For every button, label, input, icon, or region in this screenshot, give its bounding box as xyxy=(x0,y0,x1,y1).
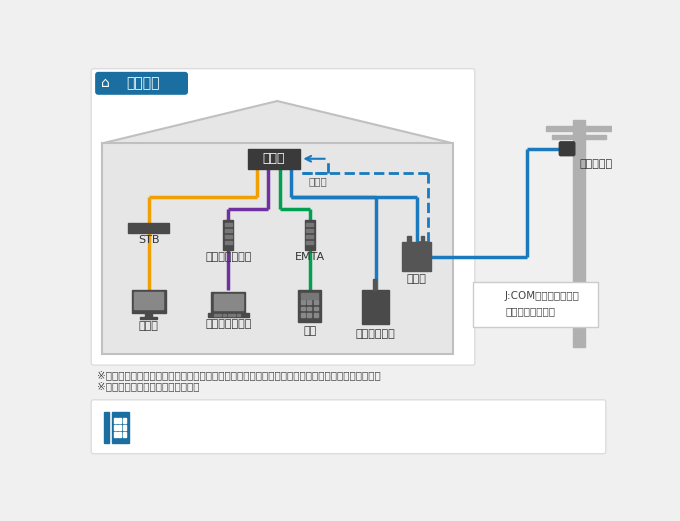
Bar xyxy=(298,290,322,322)
Bar xyxy=(114,418,117,423)
Polygon shape xyxy=(102,101,453,143)
Bar xyxy=(211,292,245,313)
Bar xyxy=(362,290,389,324)
Bar xyxy=(102,143,453,354)
Bar xyxy=(214,294,243,309)
Bar xyxy=(223,220,233,250)
Bar xyxy=(307,301,311,304)
Bar xyxy=(225,229,232,232)
Bar xyxy=(313,307,318,311)
Bar xyxy=(313,313,318,317)
Bar xyxy=(233,314,235,316)
Text: J:COMで配線する部分: J:COMで配線する部分 xyxy=(505,291,580,301)
FancyBboxPatch shape xyxy=(96,72,187,94)
Bar xyxy=(225,222,232,226)
Bar xyxy=(305,220,315,250)
Text: STB: STB xyxy=(138,234,159,245)
Text: 分配器: 分配器 xyxy=(263,152,286,165)
Bar xyxy=(228,314,231,316)
Bar xyxy=(306,229,313,232)
Bar xyxy=(223,314,226,316)
Bar xyxy=(306,222,313,226)
Text: 電話: 電話 xyxy=(303,326,316,336)
Bar xyxy=(145,313,152,317)
Bar xyxy=(301,313,305,317)
Bar xyxy=(118,425,122,430)
Text: ⌂: ⌂ xyxy=(101,76,109,90)
Bar xyxy=(112,412,129,443)
Bar xyxy=(306,241,313,244)
Bar xyxy=(402,242,431,271)
Bar xyxy=(123,418,126,423)
Bar xyxy=(307,307,311,311)
Bar xyxy=(301,307,305,311)
Text: インターネット: インターネット xyxy=(205,319,252,329)
Bar xyxy=(301,293,318,299)
Text: 戸建住宅: 戸建住宅 xyxy=(126,76,160,90)
Bar xyxy=(114,425,117,430)
Bar xyxy=(103,412,109,443)
Bar xyxy=(301,301,305,304)
FancyBboxPatch shape xyxy=(559,142,575,156)
Text: テレビ: テレビ xyxy=(139,321,158,331)
Bar xyxy=(237,314,240,316)
Bar xyxy=(118,418,122,423)
Bar xyxy=(129,222,169,233)
Bar xyxy=(551,135,606,139)
Text: 既設配線利用部分: 既設配線利用部分 xyxy=(505,306,555,316)
Bar xyxy=(573,120,585,348)
Text: EMTA: EMTA xyxy=(294,252,325,263)
Bar xyxy=(134,292,163,309)
Text: 増幅器: 増幅器 xyxy=(308,176,327,186)
Bar xyxy=(208,313,248,317)
Bar xyxy=(114,432,117,437)
Bar xyxy=(225,235,232,238)
Bar xyxy=(123,432,126,437)
Text: 保安器: 保安器 xyxy=(407,274,426,284)
Bar xyxy=(225,241,232,244)
Bar xyxy=(473,282,598,327)
FancyBboxPatch shape xyxy=(91,69,475,365)
Bar xyxy=(313,301,318,304)
Text: ケーブルモデム: ケーブルモデム xyxy=(205,252,252,263)
Bar xyxy=(131,290,166,313)
Text: ※工事方法により、エアコンダクトの穴か壁に穴を開ける施工をいたします。予めご了承ください。: ※工事方法により、エアコンダクトの穴か壁に穴を開ける施工をいたします。予めご了承… xyxy=(97,370,381,380)
Bar xyxy=(407,236,411,242)
Text: ※責任分岐点は保安器となります。: ※責任分岐点は保安器となります。 xyxy=(97,381,200,391)
Bar xyxy=(140,317,157,319)
Bar xyxy=(306,235,313,238)
Bar xyxy=(248,149,301,169)
Text: タップオフ: タップオフ xyxy=(579,159,613,169)
FancyBboxPatch shape xyxy=(91,400,606,454)
Bar xyxy=(373,279,377,290)
Bar xyxy=(546,126,612,131)
Bar xyxy=(420,236,424,242)
Bar xyxy=(118,432,122,437)
Bar xyxy=(214,314,217,316)
Bar xyxy=(218,314,222,316)
Bar xyxy=(123,425,126,430)
Bar xyxy=(307,313,311,317)
Text: 緊急地震速報: 緊急地震速報 xyxy=(356,329,396,339)
